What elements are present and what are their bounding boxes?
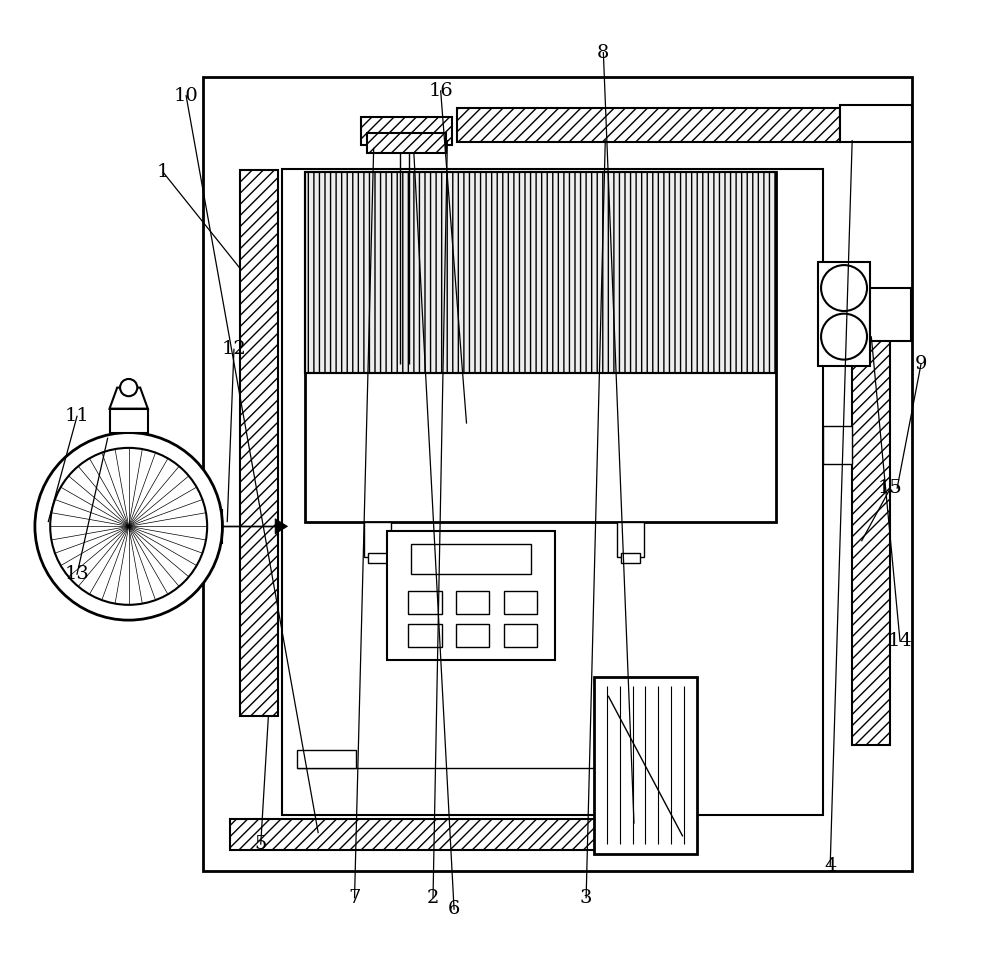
Text: 7: 7: [348, 889, 361, 906]
Text: 10: 10: [174, 87, 198, 104]
Bar: [852, 314, 890, 745]
Text: 14: 14: [888, 633, 912, 650]
Text: 2: 2: [427, 889, 439, 906]
Bar: [240, 170, 278, 716]
Bar: [305, 172, 776, 522]
Bar: [408, 624, 442, 647]
Bar: [387, 531, 555, 660]
Text: 8: 8: [597, 44, 610, 61]
Text: 5: 5: [255, 835, 267, 853]
Text: 1: 1: [157, 164, 169, 181]
Bar: [617, 522, 644, 557]
Circle shape: [35, 433, 222, 620]
Bar: [870, 288, 911, 341]
Circle shape: [120, 379, 137, 396]
Bar: [411, 544, 531, 574]
Polygon shape: [275, 519, 288, 534]
Bar: [305, 172, 776, 373]
Bar: [364, 522, 391, 557]
Text: 3: 3: [580, 889, 592, 906]
Bar: [297, 750, 356, 768]
Bar: [456, 591, 489, 614]
Circle shape: [50, 448, 207, 605]
Bar: [456, 624, 489, 647]
Bar: [818, 262, 870, 366]
Polygon shape: [110, 388, 148, 409]
Text: 4: 4: [824, 857, 836, 875]
Bar: [110, 409, 148, 433]
Bar: [203, 77, 912, 871]
Bar: [457, 108, 840, 142]
Text: 16: 16: [428, 82, 453, 100]
Bar: [504, 624, 537, 647]
Bar: [621, 553, 640, 563]
Bar: [305, 172, 776, 373]
Bar: [230, 819, 627, 850]
Text: 6: 6: [448, 901, 460, 918]
Bar: [823, 426, 852, 464]
Bar: [504, 591, 537, 614]
Text: 9: 9: [915, 355, 927, 372]
Text: 13: 13: [65, 566, 89, 583]
Text: 12: 12: [222, 341, 246, 358]
Bar: [368, 553, 387, 563]
Bar: [367, 133, 446, 153]
Text: 11: 11: [65, 408, 89, 425]
Bar: [840, 105, 912, 142]
Bar: [594, 677, 697, 854]
Text: 15: 15: [878, 479, 903, 497]
Bar: [408, 591, 442, 614]
Bar: [361, 117, 452, 145]
Bar: [282, 169, 823, 815]
